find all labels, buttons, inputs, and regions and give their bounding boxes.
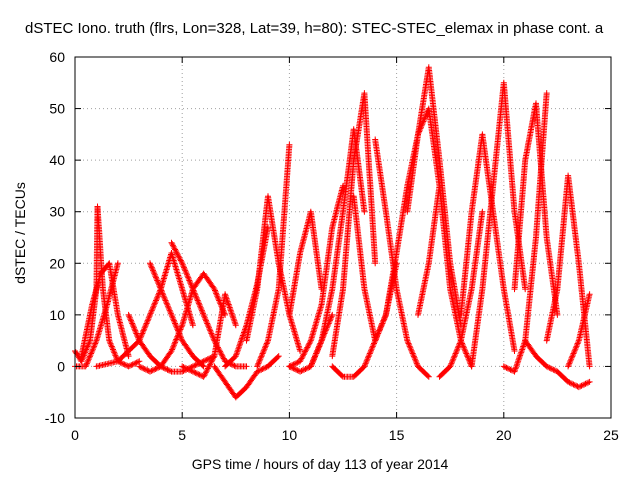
data-series — [286, 208, 325, 318]
data-series — [243, 193, 304, 354]
x-tick-label: 15 — [389, 427, 405, 443]
y-tick-label: 40 — [49, 152, 65, 168]
series-markers — [243, 193, 304, 354]
x-tick-label: 25 — [603, 427, 619, 443]
series-markers — [211, 353, 282, 401]
data-series — [329, 311, 389, 380]
y-tick-label: 20 — [49, 255, 65, 271]
y-tick-label: 0 — [57, 358, 65, 374]
series-markers — [565, 291, 593, 370]
data-series — [522, 337, 593, 391]
data-series — [436, 208, 486, 380]
data-layer — [72, 64, 593, 401]
data-series — [286, 182, 346, 370]
series-markers — [404, 64, 464, 329]
x-tick-label: 0 — [71, 427, 79, 443]
data-series — [404, 64, 464, 329]
data-series — [254, 141, 293, 370]
series-markers — [286, 208, 325, 318]
x-tick-label: 10 — [282, 427, 298, 443]
data-series — [179, 291, 239, 380]
data-series — [543, 172, 593, 370]
series-markers — [136, 270, 229, 375]
data-series — [372, 136, 432, 380]
series-markers — [286, 182, 346, 370]
y-tick-label: 30 — [49, 204, 65, 220]
data-series — [565, 291, 593, 370]
data-series — [78, 260, 132, 360]
x-tick-label: 5 — [178, 427, 186, 443]
data-series — [511, 100, 561, 318]
y-tick-label: 60 — [49, 49, 65, 65]
data-series — [211, 353, 282, 401]
series-markers — [543, 172, 593, 370]
x-axis-label: GPS time / hours of day 113 of year 2014 — [191, 456, 449, 472]
series-markers — [522, 337, 593, 391]
series-markers — [329, 311, 389, 380]
series-markers — [179, 291, 239, 380]
chart-title: dSTEC Iono. truth (flrs, Lon=328, Lat=39… — [25, 20, 604, 37]
tick-layer: 0 5 10 15 20 25 -10 0 10 20 30 40 50 60 — [45, 49, 619, 443]
y-tick-label: -10 — [45, 410, 65, 426]
data-series — [329, 90, 379, 360]
x-tick-label: 20 — [496, 427, 512, 443]
y-tick-label: 10 — [49, 307, 65, 323]
series-markers — [254, 141, 293, 370]
y-tick-label: 50 — [49, 101, 65, 117]
series-markers — [457, 131, 518, 354]
plot-frame — [74, 56, 612, 419]
series-markers — [372, 136, 432, 380]
data-series — [457, 131, 518, 354]
series-markers — [436, 208, 486, 380]
data-series — [136, 270, 229, 375]
series-markers — [329, 90, 379, 360]
series-markers — [78, 260, 132, 360]
series-markers — [511, 100, 561, 318]
